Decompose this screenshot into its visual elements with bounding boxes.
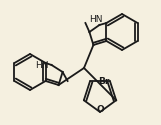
Text: HN: HN: [35, 62, 48, 70]
Text: O: O: [96, 104, 104, 114]
Text: Br: Br: [98, 77, 109, 86]
Text: HN: HN: [89, 14, 102, 24]
